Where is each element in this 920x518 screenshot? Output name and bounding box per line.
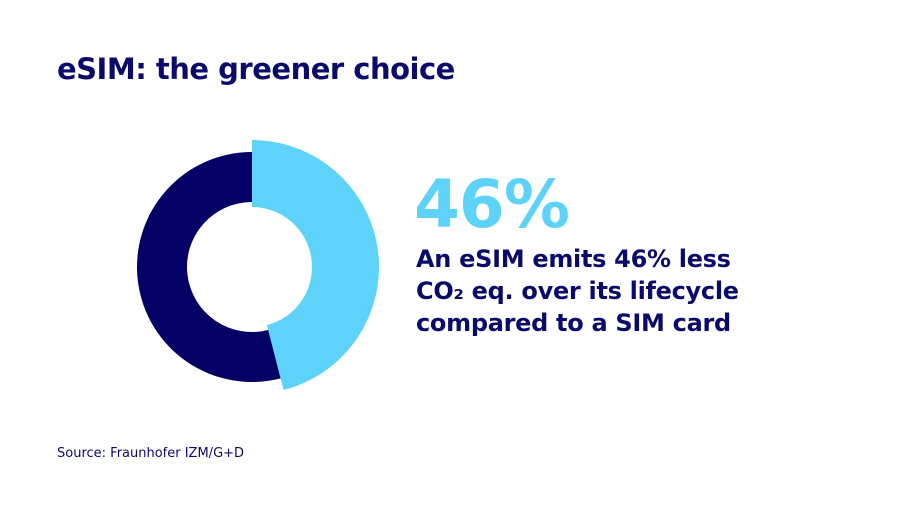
description-line: An eSIM emits 46% less (416, 245, 731, 273)
page-title: eSIM: the greener choice (57, 52, 455, 86)
description: An eSIM emits 46% less CO₂ eq. over its … (416, 243, 836, 339)
description-line: CO₂ eq. over its lifecycle (416, 277, 739, 305)
source-note: Source: Fraunhofer IZM/G+D (57, 446, 245, 461)
description-line: compared to a SIM card (416, 309, 731, 337)
donut-slice-0 (252, 140, 380, 391)
highlight-value: 46% (414, 166, 570, 243)
donut-slice-1 (136, 152, 281, 382)
